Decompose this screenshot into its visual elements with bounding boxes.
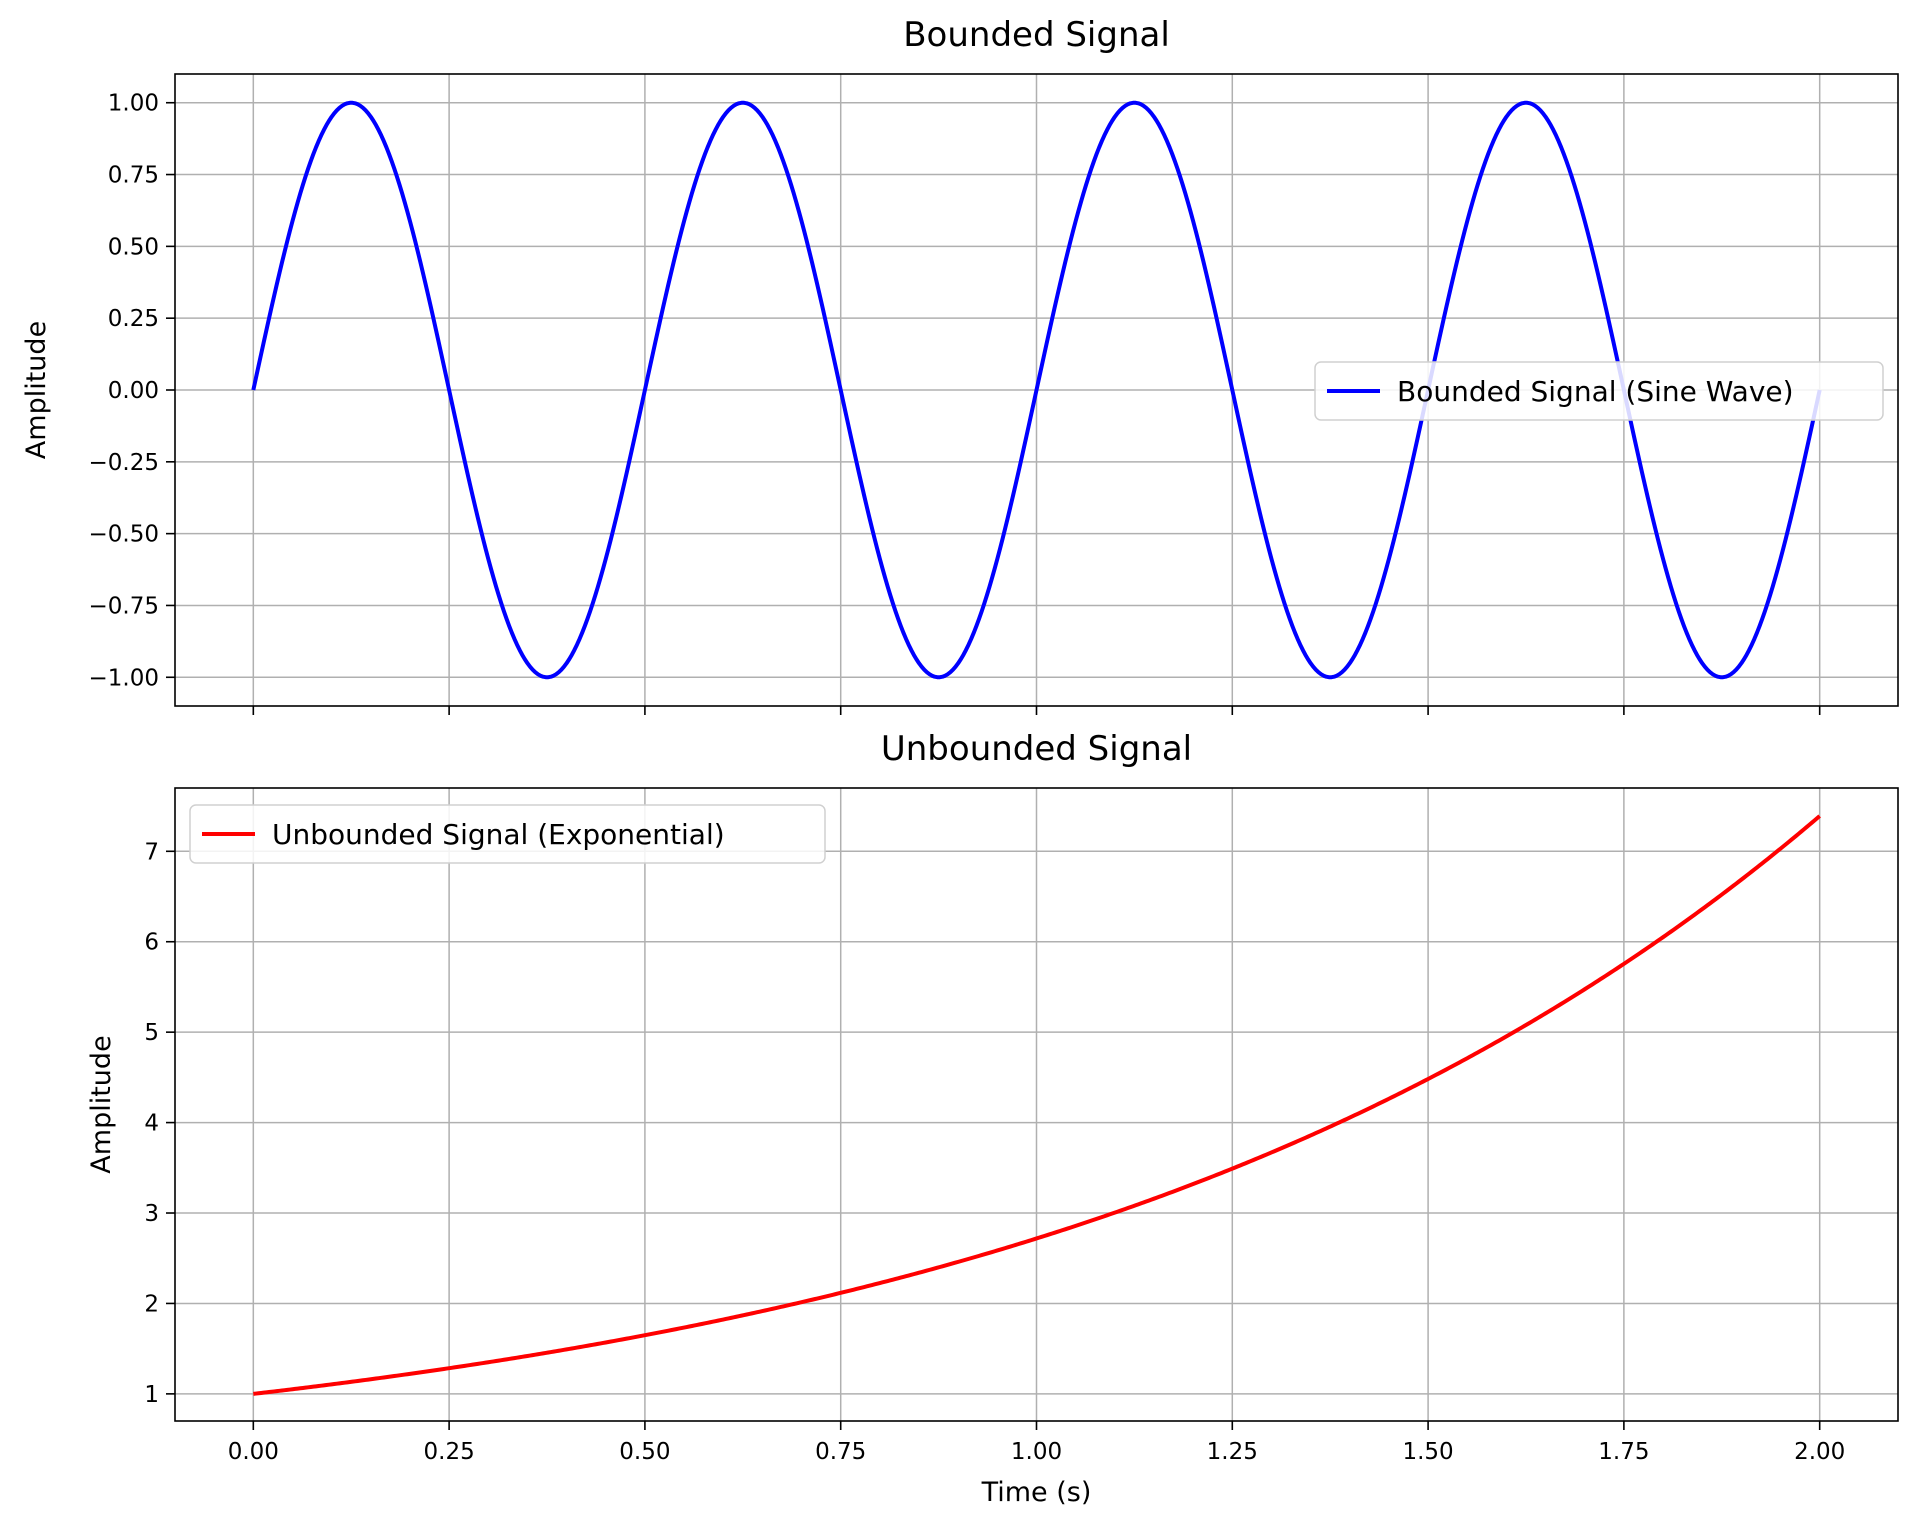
chart-panel-1: −1.00 −0.75 −0.50 −0.25 0.00 0.25 0.50 0.75 1.00…	[21, 15, 1899, 715]
legend-label: Unbounded Signal (Exponential)	[272, 818, 725, 851]
y-tick-label: 5	[144, 1020, 159, 1046]
y-tick-label: 0.50	[108, 234, 159, 260]
y-axis-label: Amplitude	[86, 1035, 117, 1173]
x-tick-label: 1.50	[1402, 1439, 1453, 1465]
series-line-1	[251, 100, 1822, 680]
x-axis-label: Time (s)	[981, 1477, 1092, 1508]
chart-panel-2: 0.00 0.25 0.50 0.75 1.00 1.25 1.50 1.75 2.00 1 2 3 4…	[86, 729, 1899, 1508]
y-tick-label: −0.25	[89, 450, 159, 476]
y-tick-label: 7	[144, 839, 159, 865]
legend: Bounded Signal (Sine Wave)	[1314, 361, 1884, 421]
y-tick-label: 2	[144, 1291, 159, 1317]
y-tick-label: 1	[144, 1382, 159, 1408]
y-tick-label: −0.75	[89, 593, 159, 619]
y-axis-label: Amplitude	[21, 321, 52, 459]
x-tick-label: 1.75	[1598, 1439, 1649, 1465]
x-tick-label: 1.25	[1207, 1439, 1258, 1465]
legend: Unbounded Signal (Exponential)	[189, 804, 826, 864]
y-tick-label: −1.00	[89, 665, 159, 691]
y-tick-label: 0.25	[108, 306, 159, 332]
y-tick-label: 0.75	[108, 163, 159, 189]
y-tick-label: 3	[144, 1201, 159, 1227]
x-tick-label: 0.50	[619, 1439, 670, 1465]
x-tick-label: 1.00	[1011, 1439, 1062, 1465]
y-tick-label: 4	[144, 1111, 159, 1137]
y-tick-label: 1.00	[108, 91, 159, 117]
y-tick-label: 6	[144, 930, 159, 956]
legend-box	[1314, 361, 1884, 421]
chart-title: Unbounded Signal	[881, 729, 1192, 769]
x-tick-label: 0.00	[228, 1439, 279, 1465]
legend-label: Bounded Signal (Sine Wave)	[1397, 375, 1794, 408]
x-tick-label: 0.75	[815, 1439, 866, 1465]
y-tick-label: 0.00	[108, 378, 159, 404]
x-tick-label: 2.00	[1794, 1439, 1845, 1465]
series-line-1	[253, 814, 1821, 1396]
y-tick-label: −0.50	[89, 522, 159, 548]
chart-title: Bounded Signal	[903, 15, 1170, 55]
x-tick-label: 0.25	[424, 1439, 475, 1465]
legend-box	[189, 804, 826, 864]
